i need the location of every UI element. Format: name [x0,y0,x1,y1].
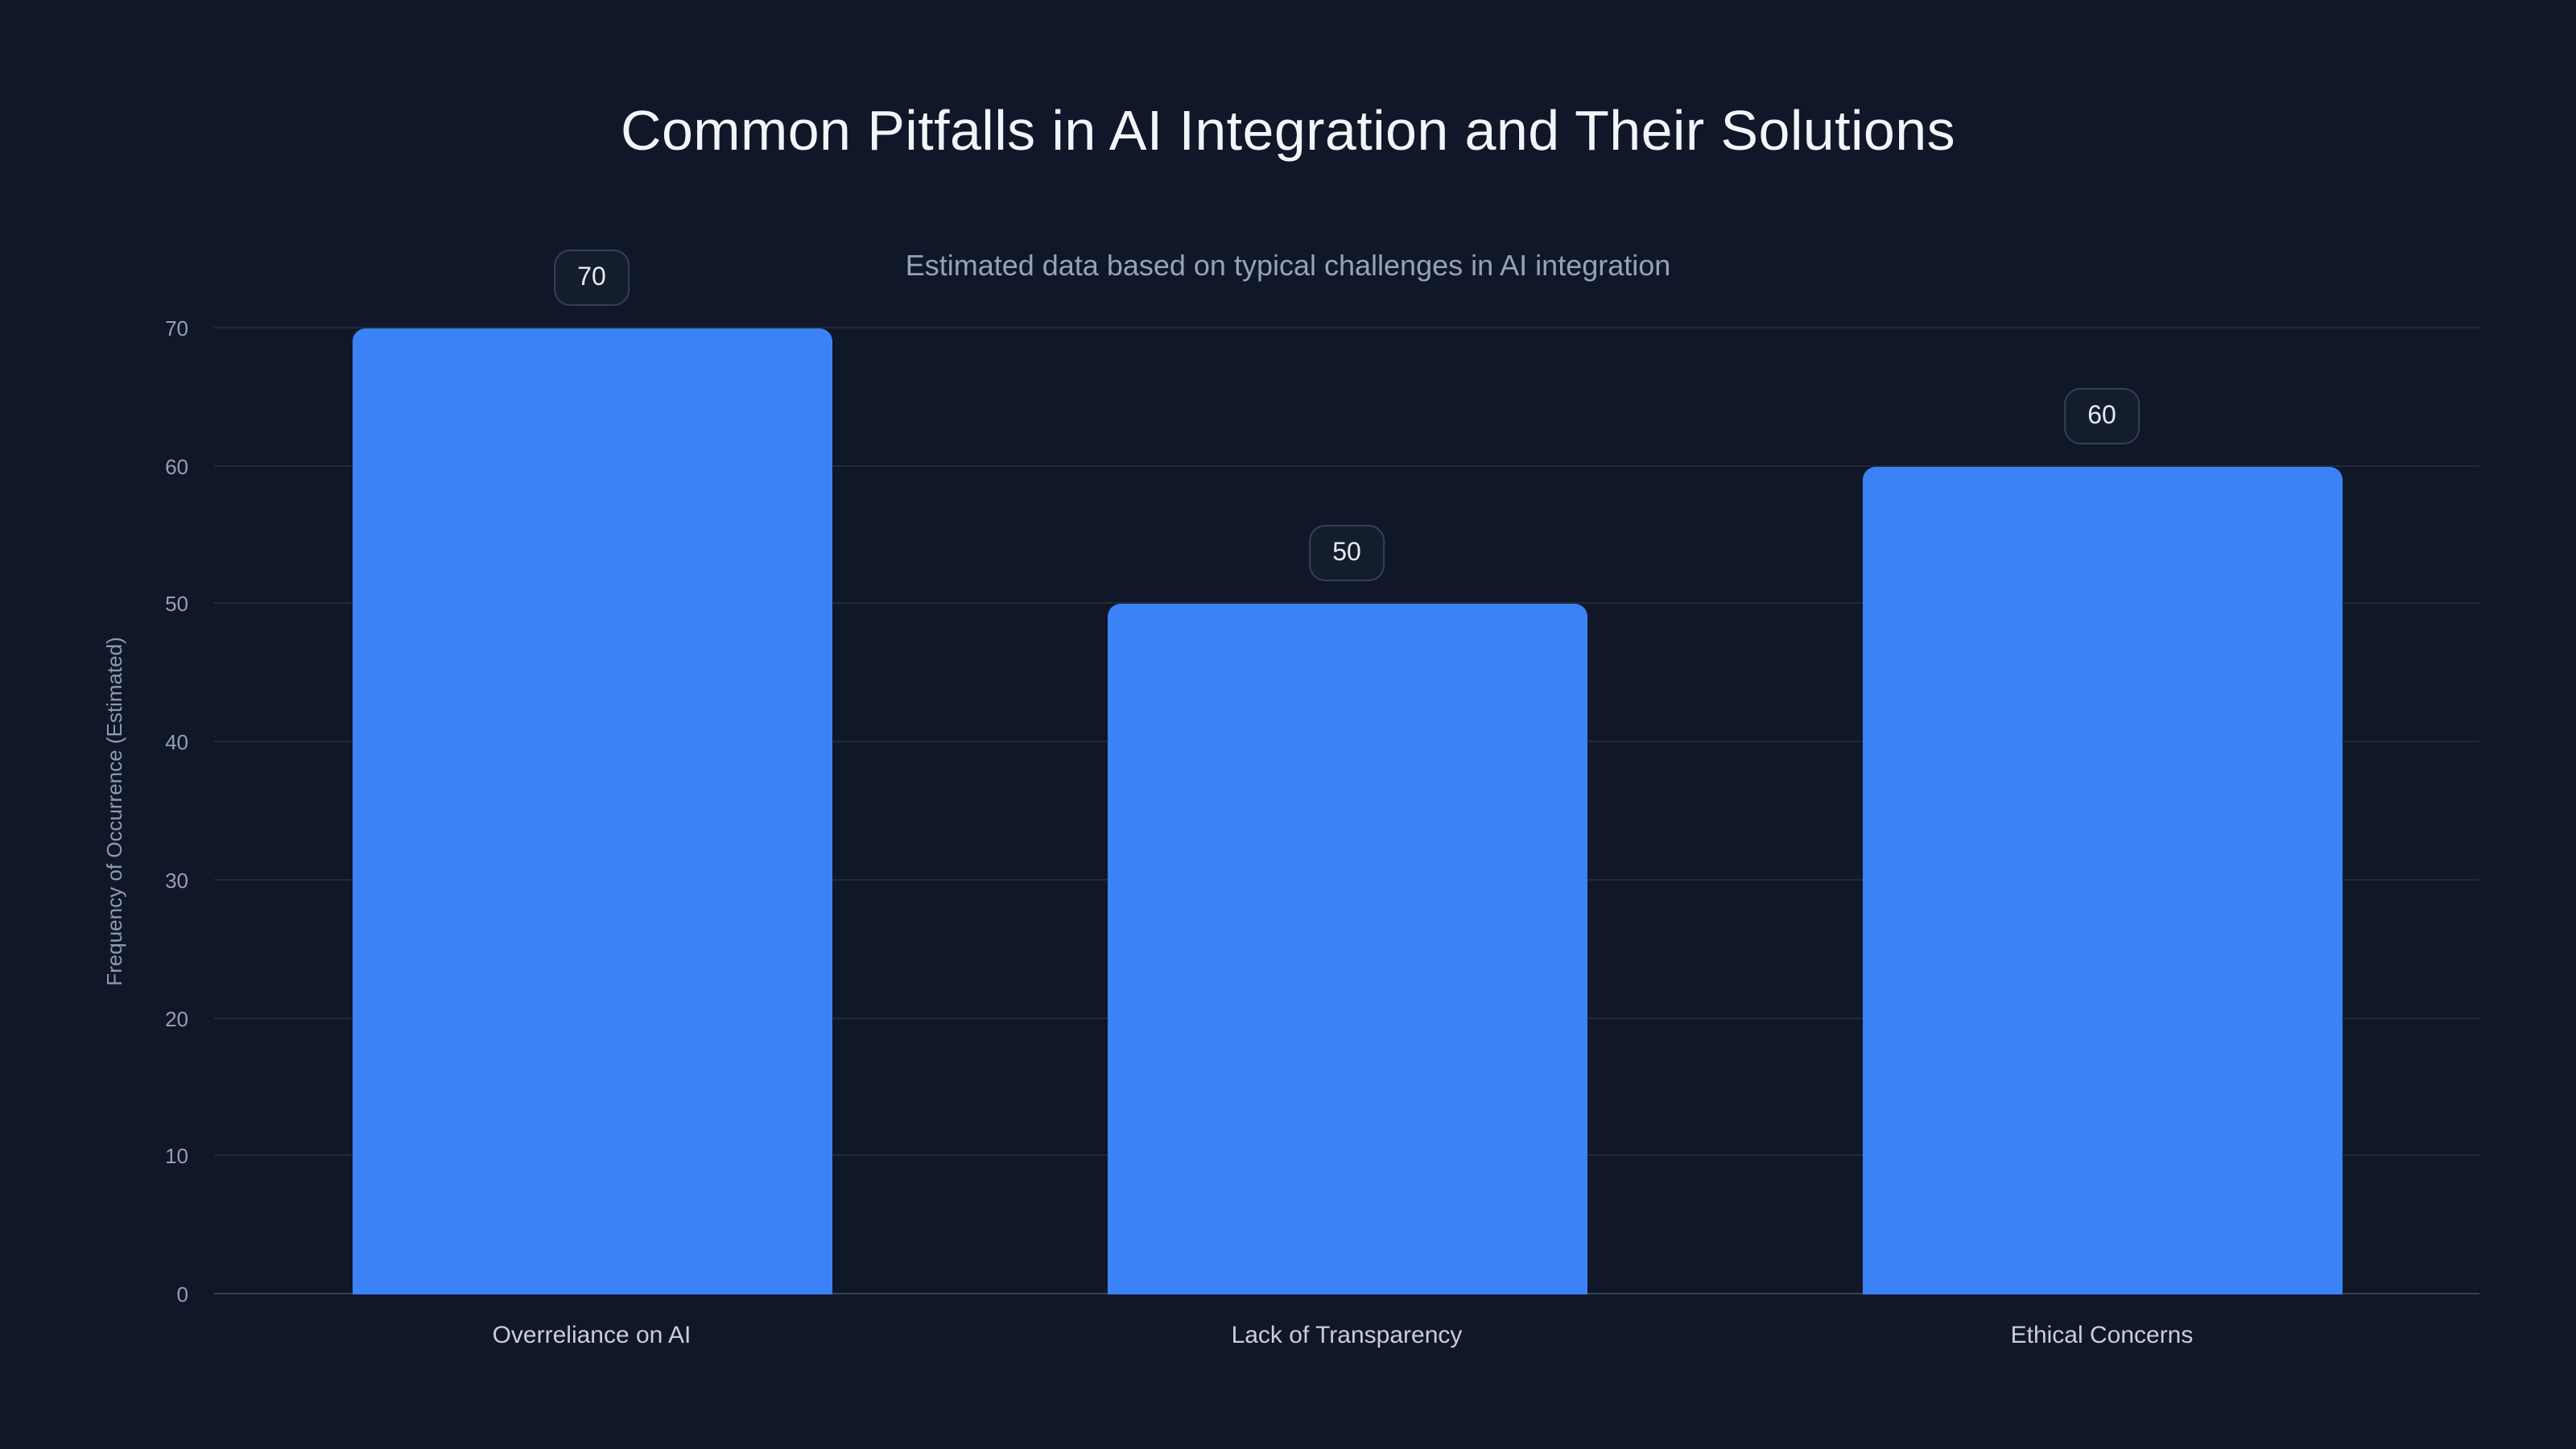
y-axis-label: Frequency of Occurrence (Estimated) [102,637,126,986]
bar-column: 50 Lack of Transparency [969,328,1724,1349]
value-label-badge: 60 [2063,387,2140,444]
bar [1862,466,2342,1294]
chart-subtitle: Estimated data based on typical challeng… [905,250,1671,282]
x-category-label: Ethical Concerns [2010,1322,2194,1349]
y-tick-label: 20 [165,1006,188,1031]
value-label-badge: 70 [553,249,630,306]
y-tick-label: 30 [165,868,188,893]
y-tick-label: 70 [165,316,188,341]
y-tick-label: 0 [176,1282,188,1307]
plot-area: 0 10 20 30 40 50 60 70 70 Overreliance on AI 50 Lac… [165,249,2479,1349]
x-category-label: Lack of Transparency [1231,1322,1463,1349]
value-label-badge: 50 [1308,525,1385,582]
gridline [214,464,2479,467]
gridline [214,327,2479,328]
bar-column: 70 Overreliance on AI [214,249,969,1349]
y-tick-label: 50 [165,592,188,617]
y-tick-label: 60 [165,454,188,479]
x-category-label: Overreliance on AI [492,1322,691,1349]
chart-title: Common Pitfalls in AI Integration and Th… [621,100,1955,163]
y-tick-label: 10 [165,1144,188,1169]
y-tick-label: 40 [165,730,188,755]
bar-column: 60 Ethical Concerns [1724,328,2479,1349]
gridline [214,602,2479,605]
bar [352,328,832,1294]
bar [1107,604,1587,1294]
